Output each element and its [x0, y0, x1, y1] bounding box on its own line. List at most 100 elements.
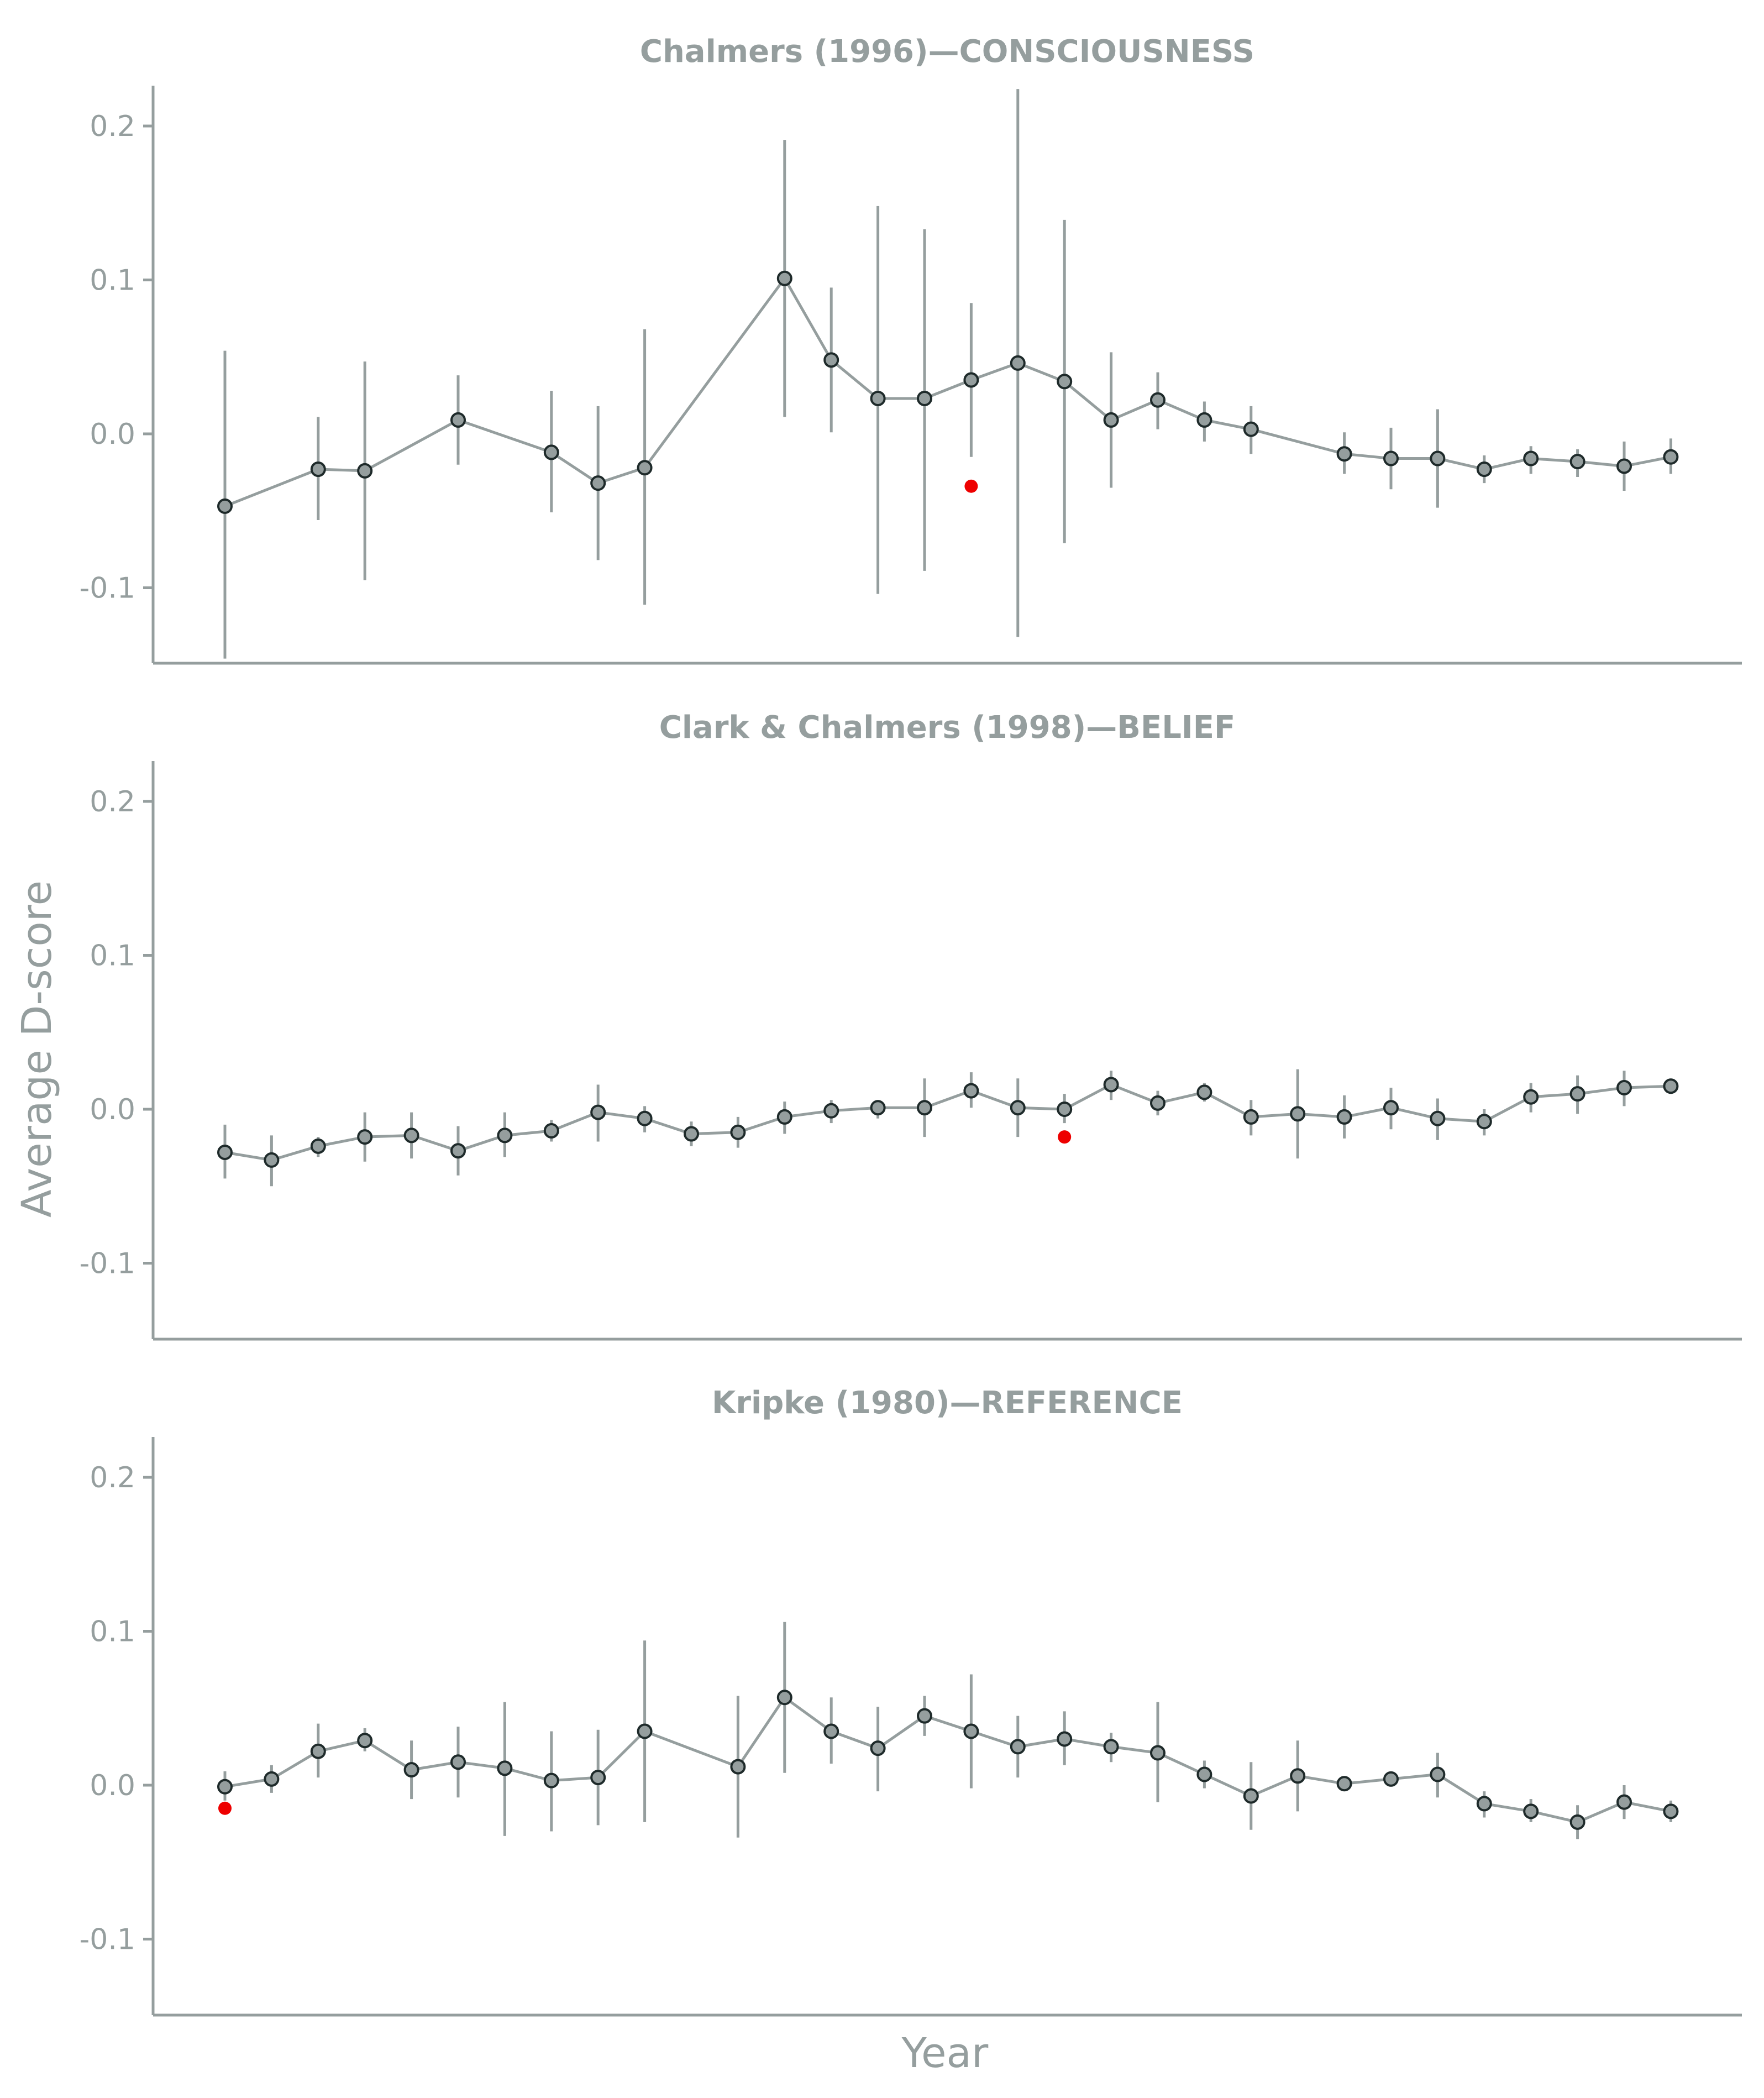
- data-point: [1290, 1106, 1306, 1122]
- data-point: [310, 461, 326, 478]
- data-point: [1476, 1114, 1492, 1130]
- data-point: [1336, 1109, 1352, 1125]
- x-axis-title: Year: [901, 2029, 989, 2077]
- panel-title: Clark & Chalmers (1998)—BELIEF: [659, 710, 1236, 746]
- y-tick-label: 0.2: [90, 1461, 135, 1494]
- data-point: [543, 444, 559, 460]
- data-point: [823, 1103, 839, 1119]
- data-point: [1010, 355, 1026, 371]
- data-point: [637, 1723, 653, 1739]
- data-point: [1243, 1788, 1259, 1804]
- data-point: [357, 1129, 373, 1145]
- data-point: [1523, 1803, 1539, 1819]
- data-point: [637, 460, 653, 476]
- data-point: [543, 1123, 559, 1139]
- data-point: [1616, 458, 1632, 474]
- data-point: [1663, 1078, 1679, 1094]
- data-point: [357, 1733, 373, 1749]
- data-point: [1196, 412, 1212, 428]
- data-point: [590, 475, 606, 491]
- data-point: [1476, 461, 1492, 478]
- data-point: [1430, 450, 1446, 466]
- data-point: [963, 1083, 979, 1099]
- y-tick-label: 0.1: [90, 264, 135, 297]
- data-point: [1290, 1768, 1306, 1784]
- y-tick-label: -0.1: [80, 572, 135, 605]
- data-point: [1383, 1771, 1399, 1787]
- data-point: [684, 1126, 699, 1142]
- data-point: [310, 1138, 326, 1154]
- data-point: [1196, 1084, 1212, 1100]
- data-point: [264, 1152, 280, 1168]
- panel-2: Clark & Chalmers (1998)—BELIEF 0.2 0.1 0.0 -…: [80, 710, 1742, 1341]
- data-point: [823, 352, 839, 368]
- y-tick-label: 0.1: [90, 1616, 135, 1649]
- data-point: [217, 1779, 233, 1795]
- y-tick-label: 0.0: [90, 1769, 135, 1802]
- data-point: [450, 1143, 466, 1159]
- data-point: [1103, 1739, 1119, 1755]
- data-point: [1196, 1766, 1212, 1782]
- data-point: [1430, 1110, 1446, 1126]
- data-point: [730, 1124, 746, 1140]
- data-point: [1569, 454, 1586, 470]
- data-point: [870, 1100, 886, 1116]
- data-point: [776, 1109, 792, 1125]
- data-point: [1523, 1089, 1539, 1105]
- y-tick-label: 0.2: [90, 785, 135, 819]
- data-point: [1383, 1100, 1399, 1116]
- data-point: [917, 1708, 932, 1724]
- data-point: [823, 1723, 839, 1739]
- data-point: [1010, 1739, 1026, 1755]
- data-point: [310, 1743, 326, 1759]
- data-point: [870, 390, 886, 406]
- data-point: [1010, 1100, 1026, 1116]
- data-point: [590, 1104, 606, 1120]
- data-point: [1663, 449, 1679, 465]
- y-tick-label: -0.1: [80, 1247, 135, 1281]
- data-point: [1430, 1766, 1446, 1782]
- data-point: [357, 463, 373, 479]
- data-point: [1057, 374, 1073, 390]
- data-point: [1150, 1095, 1166, 1111]
- data-point: [497, 1127, 513, 1144]
- panel-3: Kripke (1980)—REFERENCE 0.2 0.1 0.0 -0.1: [80, 1385, 1742, 2017]
- data-point: [776, 270, 792, 286]
- data-point: [1616, 1794, 1632, 1810]
- data-point: [1616, 1080, 1632, 1096]
- data-point: [917, 390, 932, 406]
- data-point: [1569, 1814, 1586, 1830]
- highlight-point: [964, 479, 978, 493]
- y-tick-label: 0.1: [90, 940, 135, 973]
- data-point: [917, 1100, 932, 1116]
- y-axis-title: Average D-score: [13, 880, 61, 1218]
- data-point: [1476, 1796, 1492, 1812]
- data-point: [1150, 392, 1166, 408]
- data-point: [637, 1110, 653, 1126]
- data-point: [217, 1144, 233, 1160]
- data-point: [1383, 450, 1399, 466]
- highlight-point: [218, 1801, 232, 1815]
- panel-title: Kripke (1980)—REFERENCE: [712, 1385, 1183, 1421]
- series-line: [224, 1083, 1671, 1162]
- data-point: [403, 1762, 419, 1778]
- data-point: [1103, 412, 1119, 428]
- data-point: [963, 372, 979, 388]
- panel-title: Chalmers (1996)—CONSCIOUSNESS: [640, 34, 1254, 70]
- data-point: [1057, 1731, 1073, 1747]
- data-point: [543, 1772, 559, 1788]
- data-point: [590, 1770, 606, 1786]
- y-tick-label: -0.1: [80, 1923, 135, 1957]
- highlight-point: [1058, 1130, 1072, 1144]
- data-point: [963, 1723, 979, 1739]
- data-point: [1150, 1745, 1166, 1761]
- y-tick-label: 0.0: [90, 418, 135, 451]
- data-point: [730, 1759, 746, 1775]
- data-point: [1103, 1077, 1119, 1093]
- data-point: [776, 1690, 792, 1706]
- data-point: [497, 1760, 513, 1776]
- data-point: [1336, 1776, 1352, 1792]
- data-point: [1243, 421, 1259, 437]
- data-point: [870, 1740, 886, 1756]
